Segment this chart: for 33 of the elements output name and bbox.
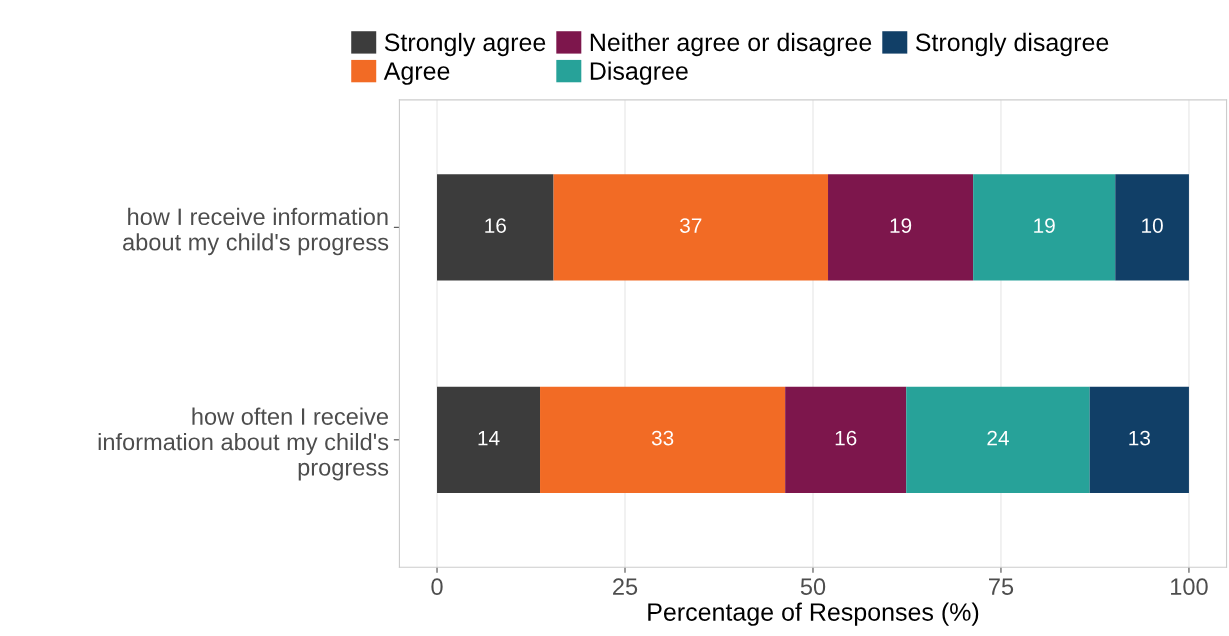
x-tick-label: 50 <box>800 578 826 596</box>
x-tick-label: 75 <box>989 578 1014 596</box>
data-label: 14 <box>478 430 500 446</box>
x-tick-label: 0 <box>431 578 443 596</box>
legend-label: Disagree <box>590 61 688 85</box>
legend-label: Agree <box>383 62 450 85</box>
data-label: 19 <box>1034 218 1055 233</box>
bar <box>437 386 541 493</box>
data-label: 16 <box>835 430 857 446</box>
data-label: 10 <box>1142 218 1163 233</box>
legend-label: Strongly disagree <box>915 32 1109 57</box>
x-tick-label: 25 <box>613 578 638 596</box>
data-label: 33 <box>651 430 674 446</box>
data-label: 37 <box>680 218 702 233</box>
data-label: 13 <box>1129 430 1150 446</box>
bar <box>1089 386 1189 493</box>
legend-label: Neither agree or disagree <box>590 32 872 57</box>
bar <box>553 174 829 281</box>
y-tick-label: how I receive information about my child's progress <box>123 207 389 256</box>
x-axis-title: Percentage of Responses (%) <box>648 602 979 626</box>
bar <box>540 386 786 493</box>
bar <box>828 174 974 281</box>
y-tick-label: how often I receive information about my child's progress <box>98 407 389 481</box>
bar <box>437 174 554 281</box>
bar <box>906 386 1090 493</box>
data-label: 19 <box>890 218 912 233</box>
bar <box>785 386 907 493</box>
bar <box>973 174 1116 281</box>
data-label: 24 <box>987 430 1009 446</box>
bar <box>1115 174 1189 281</box>
data-label: 16 <box>485 218 506 233</box>
x-tick-label: 100 <box>1171 578 1208 596</box>
legend-label: Strongly agree <box>384 32 546 57</box>
